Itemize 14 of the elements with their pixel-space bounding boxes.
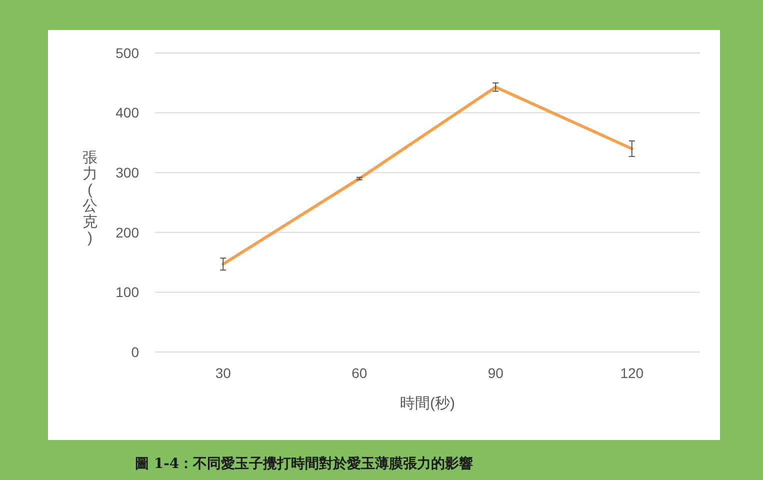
y-axis-title: 張力(公克)	[82, 150, 98, 246]
caption: 圖 1-4：不同愛玉子攪打時間對於愛玉薄膜張力的影響	[135, 455, 474, 472]
y-tick-label: 300	[116, 164, 140, 180]
y-tick-label: 200	[116, 224, 140, 240]
y-tick-label: 500	[116, 44, 140, 61]
y-tick-label: 0	[131, 344, 140, 360]
x-tick-label: 30	[215, 365, 232, 381]
y-tick-label: 100	[116, 284, 140, 300]
x-axis-title: 時間(秒)	[400, 395, 455, 412]
x-tick-label: 60	[352, 365, 368, 381]
x-tick-label: 120	[620, 365, 644, 381]
line-series	[222, 86, 634, 266]
y-tick-label: 400	[116, 104, 140, 121]
x-tick-label: 90	[488, 365, 504, 381]
